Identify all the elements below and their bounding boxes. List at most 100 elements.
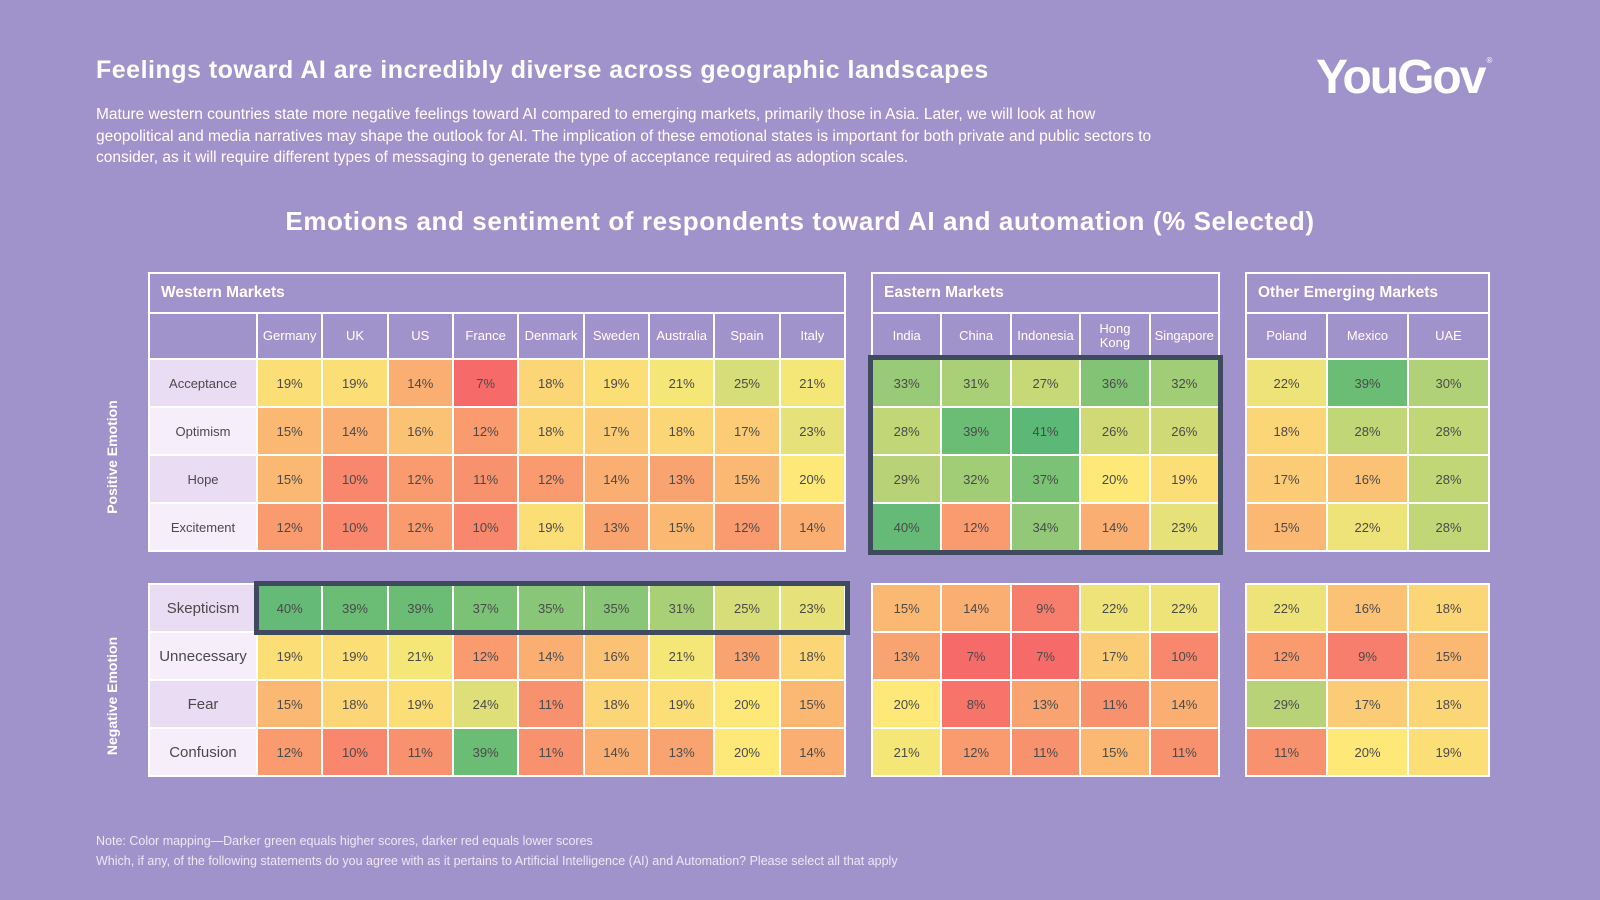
- heatmap-cell: 12%: [388, 504, 452, 550]
- heatmap-cell: 15%: [258, 408, 322, 454]
- heatmap-cell: 35%: [584, 585, 648, 631]
- heatmap-cell: 18%: [519, 360, 583, 406]
- heatmap-cell: 12%: [454, 408, 518, 454]
- heatmap-cell: 31%: [650, 585, 714, 631]
- panel-other-emerging-markets-positive: Other Emerging Markets Poland Mexico UAE 22%…: [1245, 272, 1490, 552]
- heatmap-cell: 13%: [1011, 681, 1080, 727]
- heatmap-cell: 22%: [1247, 360, 1326, 406]
- heatmap-cell: 12%: [1247, 633, 1326, 679]
- heatmap-cell: 18%: [584, 681, 648, 727]
- col-header-france: France: [454, 314, 518, 358]
- heatmap-cell: 12%: [258, 504, 322, 550]
- heatmap-cell: 15%: [1081, 729, 1149, 775]
- heatmap-cell: 20%: [873, 681, 941, 727]
- row-label-confusion: Confusion: [150, 729, 256, 775]
- heatmap-cell: 39%: [454, 729, 518, 775]
- heatmap-cell: 28%: [873, 408, 941, 454]
- heatmap-cell: 15%: [1247, 504, 1326, 550]
- yougov-logo: YouGov ®: [1316, 50, 1492, 105]
- heatmap-cell: 15%: [650, 504, 714, 550]
- heatmap-cell: 7%: [942, 633, 1010, 679]
- heatmap-cell: 19%: [323, 360, 387, 406]
- negative-emotion-label: Negative Emotion: [104, 636, 120, 756]
- panel-other-emerging-markets-negative: 22% 16% 18% 12% 9% 15% 29% 17% 18% 11% 20% 19%: [1245, 583, 1490, 777]
- market-header: Western Markets: [150, 274, 844, 312]
- heatmap-cell: 11%: [519, 681, 583, 727]
- heatmap-cell: 20%: [780, 456, 844, 502]
- heatmap-cell: 17%: [1081, 633, 1149, 679]
- heatmap-cell: 16%: [1328, 456, 1407, 502]
- heatmap-cell: 26%: [1081, 408, 1149, 454]
- heatmap-cell: 31%: [942, 360, 1010, 406]
- heatmap-cell: 12%: [942, 504, 1010, 550]
- panel-eastern-markets-positive: Eastern Markets India China Indonesia Hong K…: [871, 272, 1220, 552]
- heatmap-cell: 16%: [388, 408, 452, 454]
- heatmap-cell: 22%: [1247, 585, 1326, 631]
- col-header-denmark: Denmark: [519, 314, 583, 358]
- heatmap-cell: 18%: [780, 633, 844, 679]
- col-header-uae: UAE: [1409, 314, 1488, 358]
- heatmap-cell: 11%: [1011, 729, 1080, 775]
- heatmap-cell: 15%: [258, 456, 322, 502]
- heatmap-cell: 15%: [1409, 633, 1488, 679]
- heatmap-cell: 13%: [650, 456, 714, 502]
- heatmap-cell: 11%: [1247, 729, 1326, 775]
- col-header-sweden: Sweden: [584, 314, 648, 358]
- heatmap-cell: 7%: [1011, 633, 1080, 679]
- heatmap-cell: 23%: [1150, 504, 1218, 550]
- market-header: Other Emerging Markets: [1247, 274, 1488, 312]
- heatmap-cell: 10%: [454, 504, 518, 550]
- col-header-china: China: [942, 314, 1010, 358]
- row-label-skepticism: Skepticism: [150, 585, 256, 631]
- heatmap-cell: 20%: [1328, 729, 1407, 775]
- heatmap-cell: 40%: [873, 504, 941, 550]
- heatmap-cell: 17%: [715, 408, 779, 454]
- heatmap-cell: 8%: [942, 681, 1010, 727]
- panel-eastern-markets-negative: 15% 14% 9% 22% 22% 13% 7% 7% 17% 10% 20% 8% 13% 11% 14…: [871, 583, 1220, 777]
- chart-title: Emotions and sentiment of respondents to…: [285, 206, 1315, 236]
- heatmap-cell: 19%: [388, 681, 452, 727]
- logo-text: YouGov: [1316, 51, 1486, 104]
- heatmap-cell: 14%: [942, 585, 1010, 631]
- col-header-spain: Spain: [715, 314, 779, 358]
- heatmap-cell: 12%: [715, 504, 779, 550]
- heatmap-cell: 26%: [1150, 408, 1218, 454]
- col-header-mexico: Mexico: [1328, 314, 1407, 358]
- heatmap-cell: 11%: [1150, 729, 1218, 775]
- heatmap-cell: 19%: [1409, 729, 1488, 775]
- heatmap-cell: 19%: [323, 633, 387, 679]
- heatmap-cell: 12%: [942, 729, 1010, 775]
- page-subtitle: Mature western countries state more nega…: [96, 106, 1152, 166]
- heatmap-cell: 13%: [873, 633, 941, 679]
- heatmap-cell: 16%: [584, 633, 648, 679]
- heatmap-cell: 28%: [1409, 408, 1488, 454]
- heatmap-cell: 28%: [1409, 456, 1488, 502]
- heatmap-cell: 18%: [323, 681, 387, 727]
- col-header-australia: Australia: [650, 314, 714, 358]
- heatmap-cell: 25%: [715, 585, 779, 631]
- heatmap-cell: 17%: [1247, 456, 1326, 502]
- heatmap-cell: 19%: [258, 360, 322, 406]
- row-label-excitement: Excitement: [150, 504, 256, 550]
- row-label-acceptance: Acceptance: [150, 360, 256, 406]
- heatmap-cell: 14%: [323, 408, 387, 454]
- heatmap-cell: 19%: [584, 360, 648, 406]
- heatmap-cell: 18%: [519, 408, 583, 454]
- heatmap-cell: 15%: [780, 681, 844, 727]
- color-note: Note: Color mapping—Darker green equals …: [96, 834, 593, 848]
- market-header: Eastern Markets: [873, 274, 1218, 312]
- heatmap-cell: 18%: [1409, 681, 1488, 727]
- heatmap-cell: 15%: [715, 456, 779, 502]
- heatmap-cell: 10%: [1150, 633, 1218, 679]
- heatmap-cell: 30%: [1409, 360, 1488, 406]
- heatmap-cell: 22%: [1328, 504, 1407, 550]
- heatmap-cell: 25%: [715, 360, 779, 406]
- heatmap-cell: 19%: [1150, 456, 1218, 502]
- heatmap-cell: 21%: [388, 633, 452, 679]
- heatmap-cell: 32%: [942, 456, 1010, 502]
- heatmap-cell: 18%: [1247, 408, 1326, 454]
- heatmap-cell: 14%: [1081, 504, 1149, 550]
- row-label-hope: Hope: [150, 456, 256, 502]
- page-title: Feelings toward AI are incredibly divers…: [96, 56, 989, 84]
- heatmap-cell: 10%: [323, 456, 387, 502]
